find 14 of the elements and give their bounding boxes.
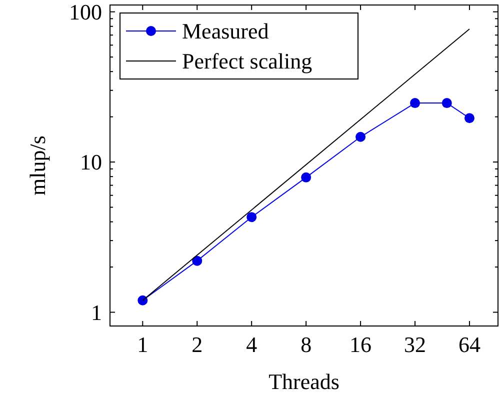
x-tick-label: 64 — [458, 332, 480, 357]
x-tick-label: 1 — [137, 332, 148, 357]
legend-label: Measured — [182, 18, 269, 44]
x-tick-label: 4 — [246, 332, 258, 357]
x-tick-label: 32 — [404, 332, 426, 357]
y-axis-title: mlup/s — [25, 136, 50, 196]
x-tick-label: 16 — [350, 332, 372, 357]
legend-label: Perfect scaling — [182, 48, 312, 74]
y-tick-label: 1 — [91, 300, 102, 325]
y-tick-label: 10 — [80, 150, 102, 175]
x-tick-label: 8 — [300, 332, 312, 357]
x-axis-title: Threads — [268, 369, 340, 394]
x-tick-label: 2 — [192, 332, 203, 357]
y-tick-label: 100 — [69, 0, 102, 25]
